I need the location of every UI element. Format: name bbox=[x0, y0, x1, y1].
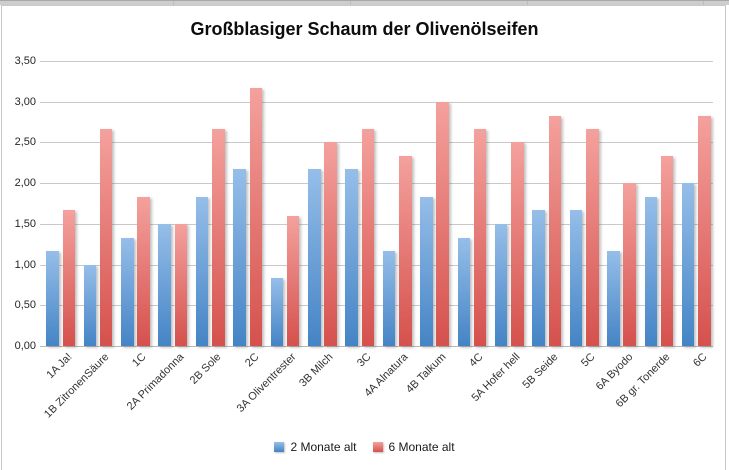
bar-6-monate-alt-2a-primadonna bbox=[174, 223, 188, 346]
y-axis-tick-label: 3,50 bbox=[14, 55, 36, 67]
bar-2-monate-alt-6a-byodo bbox=[607, 250, 620, 346]
bar-2-monate-alt-5c bbox=[569, 210, 583, 346]
bar-2-monate-alt-3c bbox=[345, 169, 358, 346]
bar-2-monate-alt-4b-talkum bbox=[420, 197, 433, 346]
spreadsheet-cell-border bbox=[173, 1, 174, 6]
bar-2-monate-alt-1a-ja bbox=[46, 250, 59, 346]
bar-6-monate-alt-3c bbox=[361, 128, 375, 346]
legend-item-2-monate-alt: 2 Monate alt bbox=[274, 440, 357, 454]
y-axis-tick-label: 0,00 bbox=[14, 340, 36, 352]
bar-6-monate-alt-6b-gr-tonerde bbox=[660, 156, 674, 346]
bar-6-monate-alt-4a-alnatura bbox=[399, 156, 412, 346]
y-axis-tick-label: 2,50 bbox=[14, 136, 36, 149]
x-axis-line bbox=[40, 346, 713, 347]
bar-2-monate-alt-2b-sole bbox=[195, 197, 209, 346]
bar-6-monate-alt-4b-talkum bbox=[436, 101, 449, 346]
bar-6-monate-alt-3b-milch bbox=[324, 142, 337, 346]
plot-area bbox=[40, 61, 713, 347]
legend-swatch-6-monate-alt bbox=[372, 442, 383, 452]
bar-2-monate-alt-4c bbox=[457, 237, 471, 346]
y-axis-tick-label: 1,00 bbox=[14, 258, 36, 271]
bar-2-monate-alt-3b-milch bbox=[308, 169, 321, 346]
bar-6-monate-alt-5a-hofer-hell bbox=[511, 142, 524, 346]
spreadsheet-cell-border bbox=[703, 1, 704, 6]
legend-swatch-2-monate-alt bbox=[274, 442, 285, 452]
bar-2-monate-alt-1c bbox=[121, 237, 134, 346]
bar-6-monate-alt-2c bbox=[249, 87, 263, 346]
bar-2-monate-alt-6b-gr-tonerde bbox=[644, 197, 658, 346]
legend: 2 Monate alt 6 Monate alt bbox=[0, 440, 729, 454]
gridline bbox=[40, 264, 713, 266]
gridline bbox=[40, 223, 713, 225]
bar-6-monate-alt-5b-seide bbox=[548, 115, 562, 346]
bar-6-monate-alt-6a-byodo bbox=[623, 183, 636, 346]
gridline bbox=[40, 142, 713, 144]
y-axis-tick-label: 3,00 bbox=[14, 95, 36, 108]
spreadsheet-cell-border bbox=[527, 1, 528, 6]
spreadsheet-cell-border bbox=[350, 1, 351, 6]
gridline bbox=[40, 61, 713, 62]
legend-label: 2 Monate alt bbox=[290, 440, 357, 454]
bar-2-monate-alt-1b-zitronens-ure bbox=[83, 264, 97, 346]
bar-2-monate-alt-5a-hofer-hell bbox=[494, 223, 508, 346]
bar-6-monate-alt-2b-sole bbox=[212, 128, 225, 346]
gridline bbox=[40, 305, 713, 307]
legend-label: 6 Monate alt bbox=[388, 440, 455, 454]
spreadsheet-top-strip bbox=[0, 0, 729, 6]
bar-6-monate-alt-1a-ja bbox=[62, 210, 76, 346]
bar-2-monate-alt-2a-primadonna bbox=[158, 223, 171, 346]
bar-2-monate-alt-2c bbox=[233, 169, 246, 346]
gridline bbox=[40, 183, 713, 185]
legend-item-6-monate-alt: 6 Monate alt bbox=[372, 440, 455, 454]
bar-6-monate-alt-6c bbox=[698, 115, 711, 346]
chart-title: Großblasiger Schaum der Olivenölseifen bbox=[190, 19, 539, 39]
bar-2-monate-alt-5b-seide bbox=[532, 210, 545, 346]
y-axis-tick-label: 1,50 bbox=[14, 217, 36, 230]
bar-2-monate-alt-3a-oliventrester bbox=[270, 278, 284, 346]
y-axis-tick-label: 2,00 bbox=[14, 177, 36, 190]
y-axis-tick-label: 0,50 bbox=[14, 299, 36, 312]
bar-2-monate-alt-4a-alnatura bbox=[382, 250, 396, 346]
gridline bbox=[40, 101, 713, 103]
bar-6-monate-alt-5c bbox=[586, 128, 599, 346]
bar-6-monate-alt-1c bbox=[137, 197, 150, 346]
bar-6-monate-alt-3a-oliventrester bbox=[286, 215, 300, 346]
bar-2-monate-alt-6c bbox=[681, 183, 695, 346]
bar-6-monate-alt-1b-zitronens-ure bbox=[99, 128, 113, 346]
bar-6-monate-alt-4c bbox=[473, 128, 487, 346]
